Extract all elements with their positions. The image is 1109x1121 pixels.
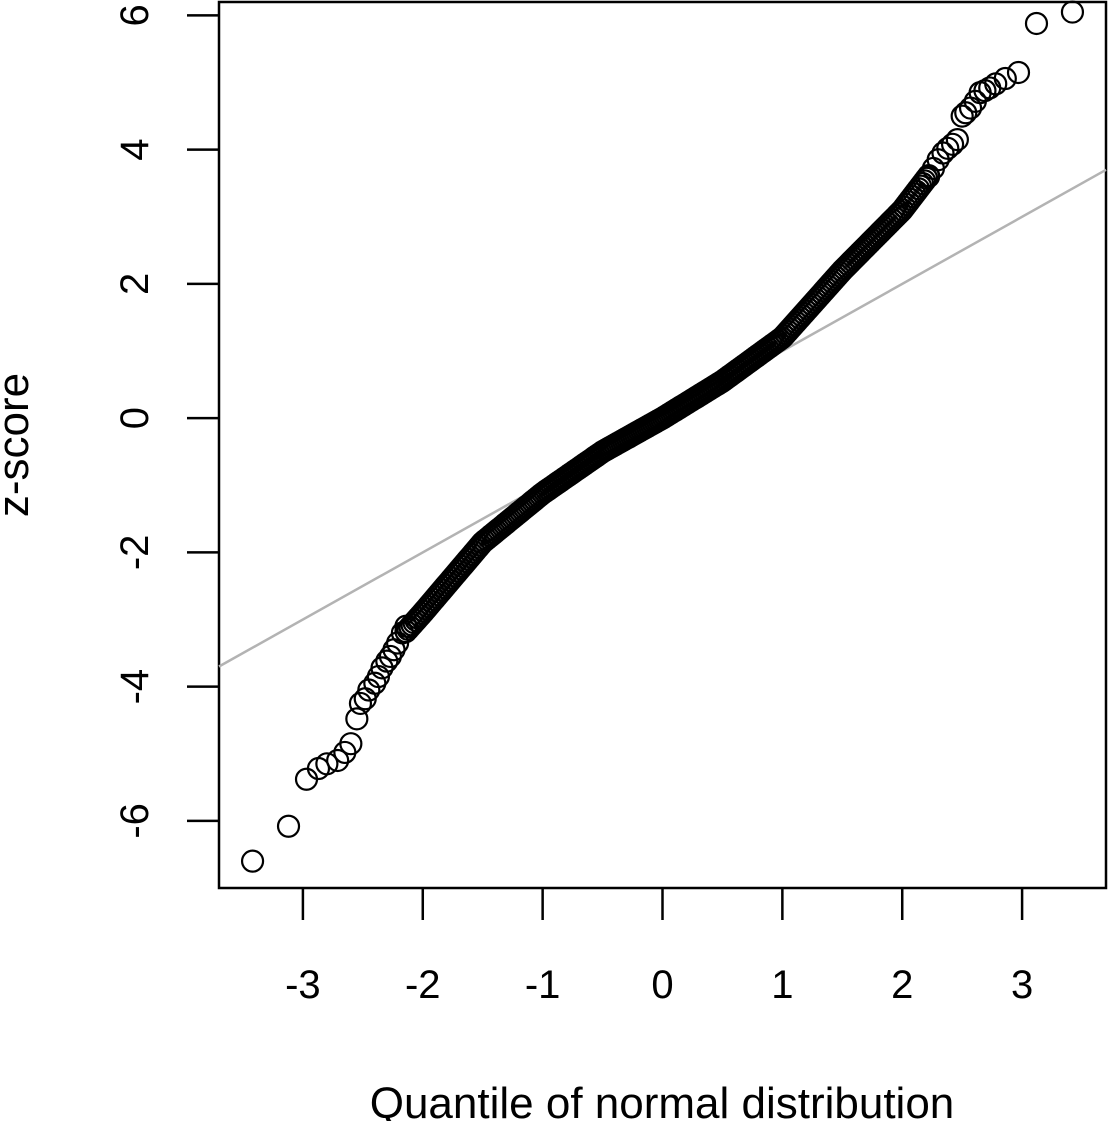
data-point xyxy=(370,656,394,680)
y-axis-title: z-score xyxy=(0,373,38,517)
y-tick-label: 2 xyxy=(113,273,157,295)
y-axis: -6 -4 -2 0 2 4 6 xyxy=(113,4,219,839)
data-points xyxy=(240,0,1085,873)
data-point xyxy=(910,171,935,196)
x-axis: -3 -2 -1 0 1 2 3 xyxy=(285,888,1033,1007)
data-point xyxy=(950,104,974,128)
data-point xyxy=(940,132,965,156)
data-point xyxy=(326,748,350,773)
x-tick-label: 3 xyxy=(1011,963,1033,1007)
data-point xyxy=(993,66,1017,91)
y-tick-label: -6 xyxy=(113,803,157,839)
data-point xyxy=(345,707,369,731)
data-point xyxy=(348,691,373,716)
y-tick-label: -2 xyxy=(113,535,157,571)
x-tick-label: 0 xyxy=(651,963,673,1007)
data-point xyxy=(912,169,937,193)
x-tick-label: 1 xyxy=(771,963,793,1007)
data-point xyxy=(375,649,399,673)
data-point xyxy=(1060,0,1085,24)
data-point xyxy=(1024,11,1049,36)
data-point xyxy=(240,849,265,873)
data-point xyxy=(276,814,301,838)
y-tick-label: -4 xyxy=(113,669,157,705)
data-point xyxy=(339,732,363,756)
x-tick-label: -1 xyxy=(525,963,561,1007)
x-axis-title: Quantile of normal distribution xyxy=(370,1079,955,1121)
data-point xyxy=(394,614,418,638)
x-tick-label: -2 xyxy=(405,963,441,1007)
y-tick-label: 6 xyxy=(113,4,157,26)
data-point xyxy=(945,127,969,152)
data-point xyxy=(315,752,339,776)
x-tick-label: -3 xyxy=(285,963,321,1007)
y-tick-label: 0 xyxy=(113,407,157,429)
y-tick-label: 4 xyxy=(113,139,157,161)
data-point xyxy=(1006,60,1031,85)
x-tick-label: 2 xyxy=(891,963,913,1007)
